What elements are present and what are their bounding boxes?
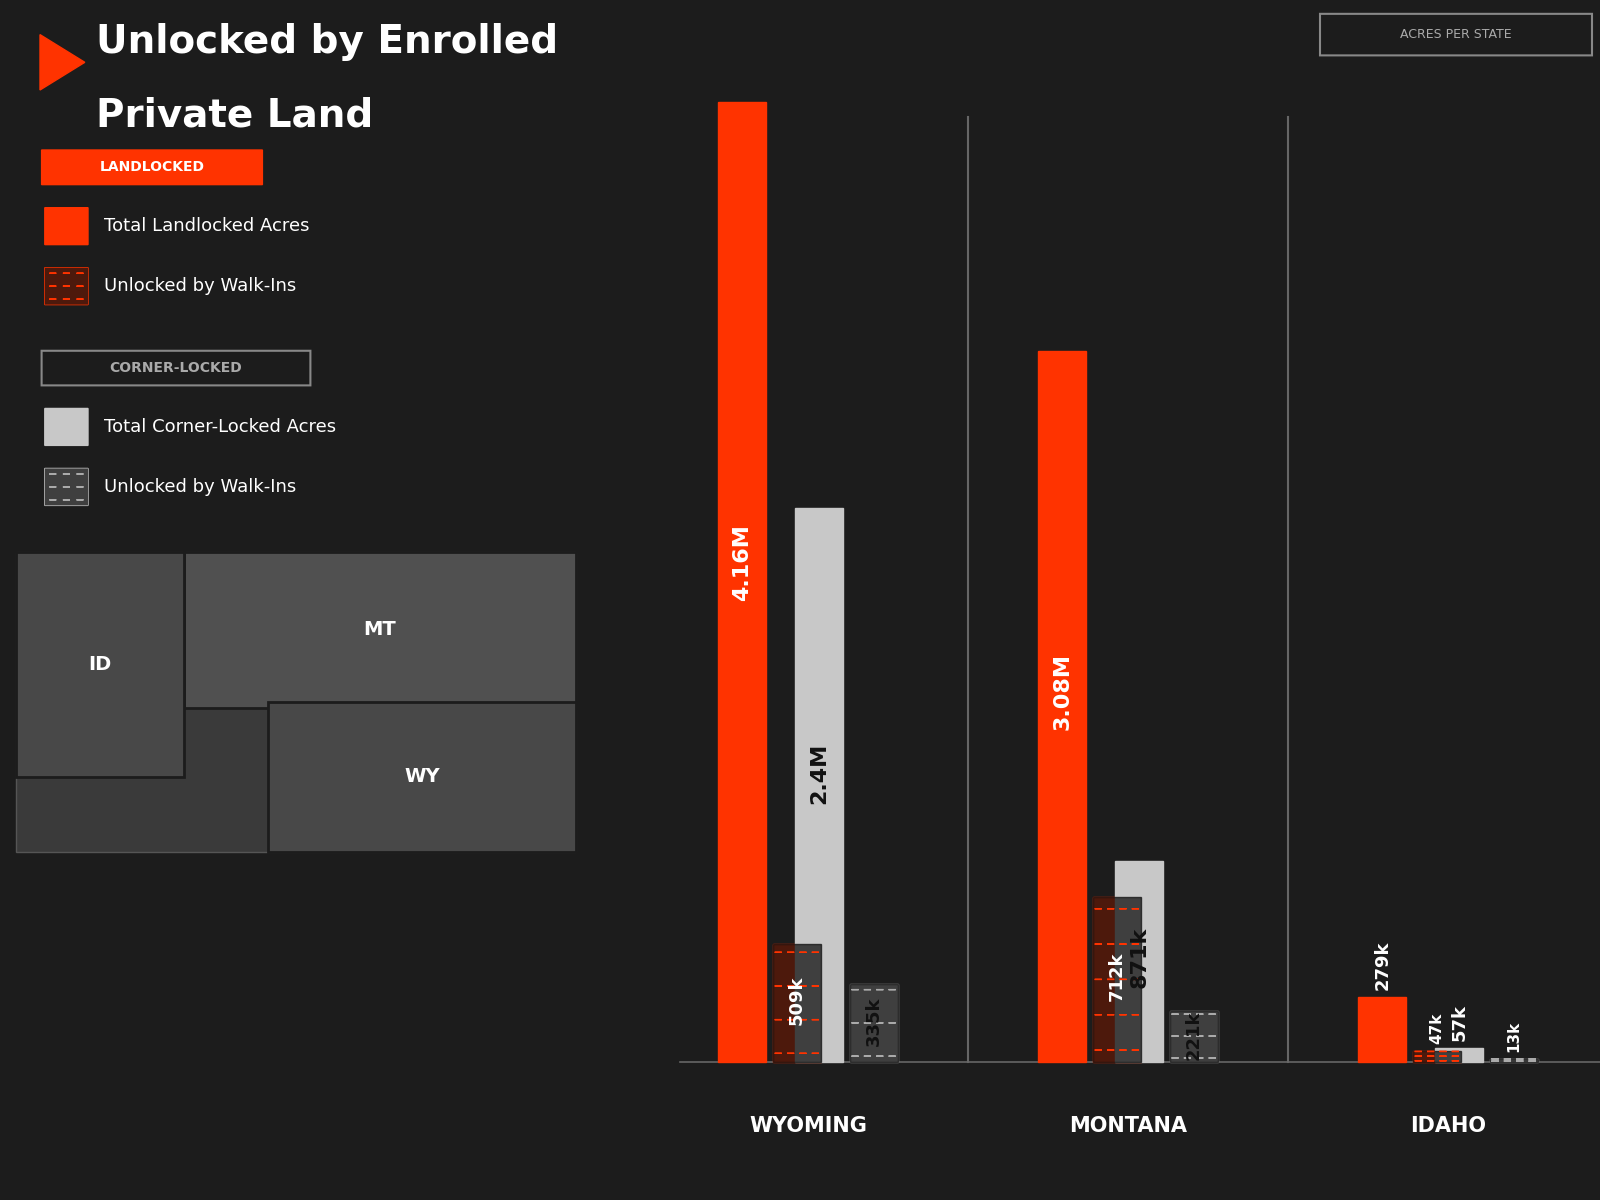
- Text: 57k: 57k: [1450, 1004, 1469, 1042]
- Text: Total Corner-Locked Acres: Total Corner-Locked Acres: [104, 418, 336, 436]
- Bar: [1093, 898, 1141, 1062]
- Bar: [1435, 1049, 1483, 1062]
- Text: 509k: 509k: [787, 976, 806, 1025]
- Text: Unlocked by Enrolled: Unlocked by Enrolled: [96, 23, 558, 61]
- Bar: [1413, 1051, 1461, 1062]
- FancyBboxPatch shape: [1320, 14, 1592, 55]
- Bar: [1115, 860, 1163, 1062]
- Bar: [1093, 898, 1141, 1062]
- Bar: [1490, 1058, 1538, 1062]
- Text: 335k: 335k: [864, 996, 883, 1046]
- Bar: [773, 944, 821, 1062]
- Text: 13k: 13k: [1506, 1020, 1522, 1051]
- Text: WYOMING: WYOMING: [749, 1116, 867, 1136]
- Bar: [1358, 997, 1406, 1062]
- Text: ACRES PER STATE: ACRES PER STATE: [1400, 28, 1512, 41]
- Bar: [1413, 1051, 1461, 1062]
- FancyBboxPatch shape: [42, 350, 310, 385]
- Bar: [1038, 350, 1086, 1062]
- Text: Private Land: Private Land: [96, 97, 373, 134]
- Bar: [1490, 1058, 1538, 1062]
- Bar: [269, 702, 576, 852]
- Bar: [850, 984, 898, 1062]
- FancyBboxPatch shape: [45, 468, 88, 505]
- Bar: [1170, 1010, 1218, 1062]
- Text: Unlocked by Walk-Ins: Unlocked by Walk-Ins: [104, 478, 296, 496]
- Text: 871k: 871k: [1130, 926, 1149, 988]
- Text: 3.08M: 3.08M: [1053, 654, 1072, 731]
- Bar: [16, 552, 576, 852]
- Bar: [16, 552, 184, 776]
- FancyBboxPatch shape: [42, 150, 262, 185]
- Bar: [1170, 1010, 1218, 1062]
- FancyBboxPatch shape: [45, 408, 88, 445]
- Bar: [773, 944, 821, 1062]
- FancyBboxPatch shape: [45, 268, 88, 305]
- Text: LANDLOCKED: LANDLOCKED: [99, 161, 205, 174]
- FancyBboxPatch shape: [45, 268, 88, 305]
- FancyBboxPatch shape: [45, 468, 88, 505]
- Text: Unlocked by Walk-Ins: Unlocked by Walk-Ins: [104, 277, 296, 295]
- Text: IDAHO: IDAHO: [1410, 1116, 1486, 1136]
- Text: 2.4M: 2.4M: [810, 743, 829, 804]
- Text: 221k: 221k: [1184, 1010, 1203, 1060]
- Bar: [718, 102, 766, 1062]
- Polygon shape: [40, 35, 85, 90]
- Text: CORNER-LOCKED: CORNER-LOCKED: [110, 361, 242, 376]
- Text: 47k: 47k: [1429, 1013, 1445, 1044]
- Text: MONTANA: MONTANA: [1069, 1116, 1187, 1136]
- Text: MT: MT: [363, 620, 397, 640]
- Text: Total Landlocked Acres: Total Landlocked Acres: [104, 217, 309, 235]
- FancyBboxPatch shape: [45, 208, 88, 245]
- Text: WY: WY: [405, 767, 440, 786]
- Text: 712k: 712k: [1107, 952, 1126, 1001]
- Text: ID: ID: [88, 654, 112, 673]
- Text: 4.16M: 4.16M: [733, 524, 752, 601]
- Text: 279k: 279k: [1373, 941, 1392, 990]
- Bar: [795, 508, 843, 1062]
- Bar: [850, 984, 898, 1062]
- Bar: [184, 552, 576, 708]
